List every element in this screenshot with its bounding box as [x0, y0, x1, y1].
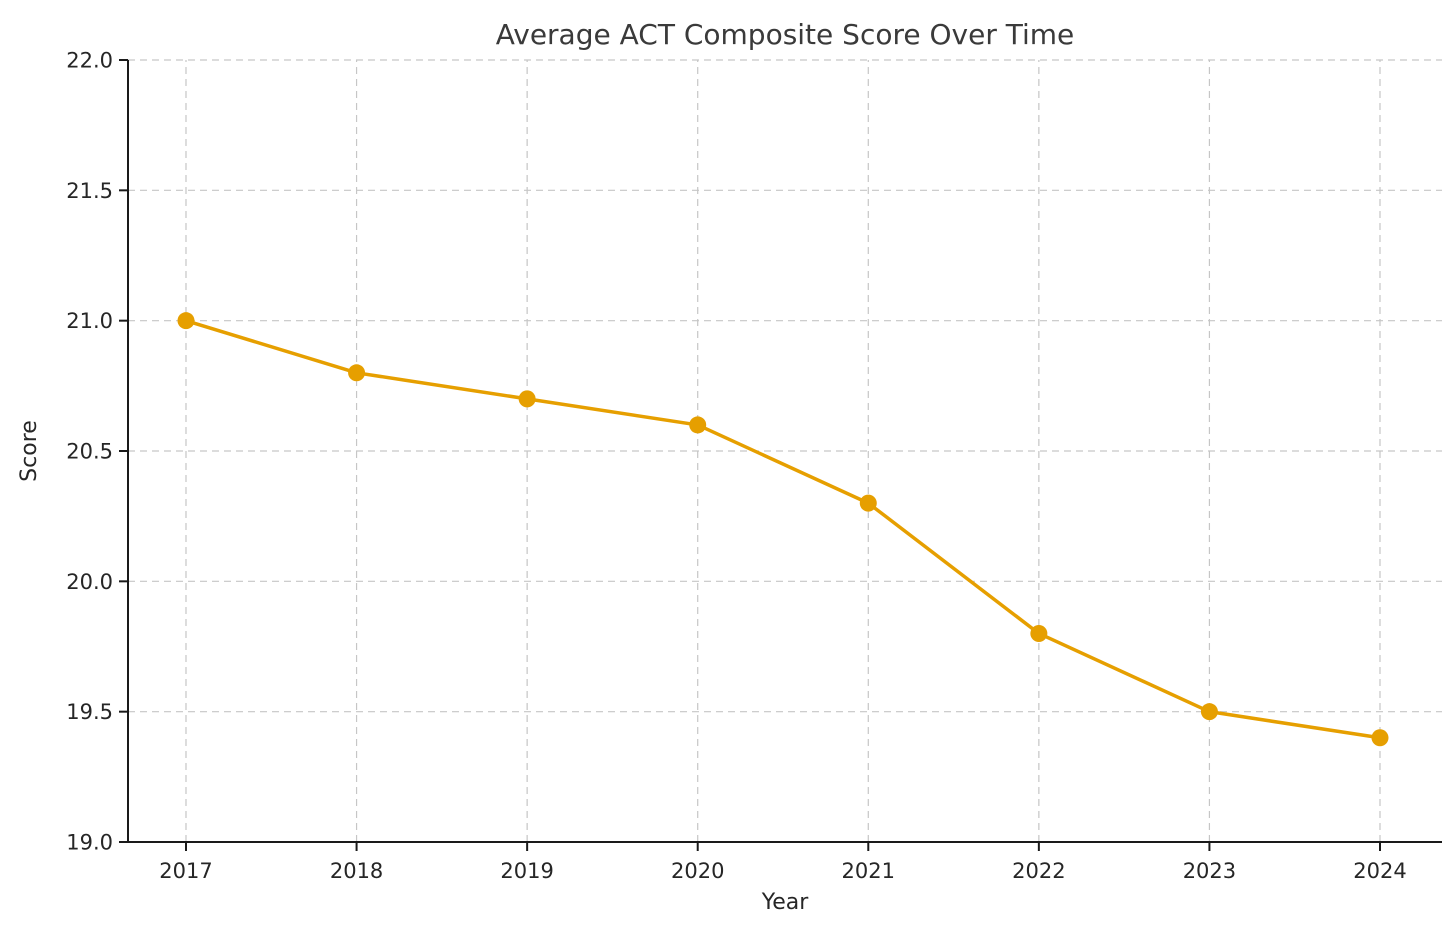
axis-layer: 19.0 19.5 20.0 20.5 21.0 21.5 22.0 2017 2018 2019…: [66, 49, 1442, 883]
chart-title: Average ACT Composite Score Over Time: [496, 18, 1075, 51]
data-point-marker: [1200, 703, 1218, 721]
data-point-marker: [348, 364, 366, 382]
data-point-marker: [518, 390, 536, 408]
x-tick-label: 2020: [671, 859, 724, 883]
x-tick-label: 2023: [1183, 859, 1236, 883]
y-tick-label: 22.0: [66, 49, 113, 73]
data-point-marker: [1371, 729, 1389, 747]
y-tick-label: 21.5: [66, 179, 113, 203]
grid-layer: [128, 59, 1442, 843]
y-tick-label: 20.5: [66, 440, 113, 464]
line-series-layer: [177, 312, 1389, 747]
data-point-marker: [177, 312, 195, 330]
data-point-marker: [1030, 624, 1048, 642]
x-axis-label: Year: [761, 890, 810, 915]
data-point-marker: [859, 494, 877, 512]
y-axis-label: Score: [17, 420, 42, 482]
x-tick-label: 2017: [159, 859, 212, 883]
x-tick-label: 2024: [1353, 859, 1406, 883]
x-tick-label: 2021: [842, 859, 895, 883]
y-tick-label: 19.0: [66, 831, 113, 855]
y-tick-label: 20.0: [66, 570, 113, 594]
y-tick-label: 21.0: [66, 309, 113, 333]
x-tick-label: 2022: [1012, 859, 1065, 883]
x-tick-label: 2019: [500, 859, 553, 883]
x-tick-label: 2018: [330, 859, 383, 883]
data-point-marker: [689, 416, 707, 434]
y-tick-label: 19.5: [66, 700, 113, 724]
series-line: [184, 318, 1382, 740]
